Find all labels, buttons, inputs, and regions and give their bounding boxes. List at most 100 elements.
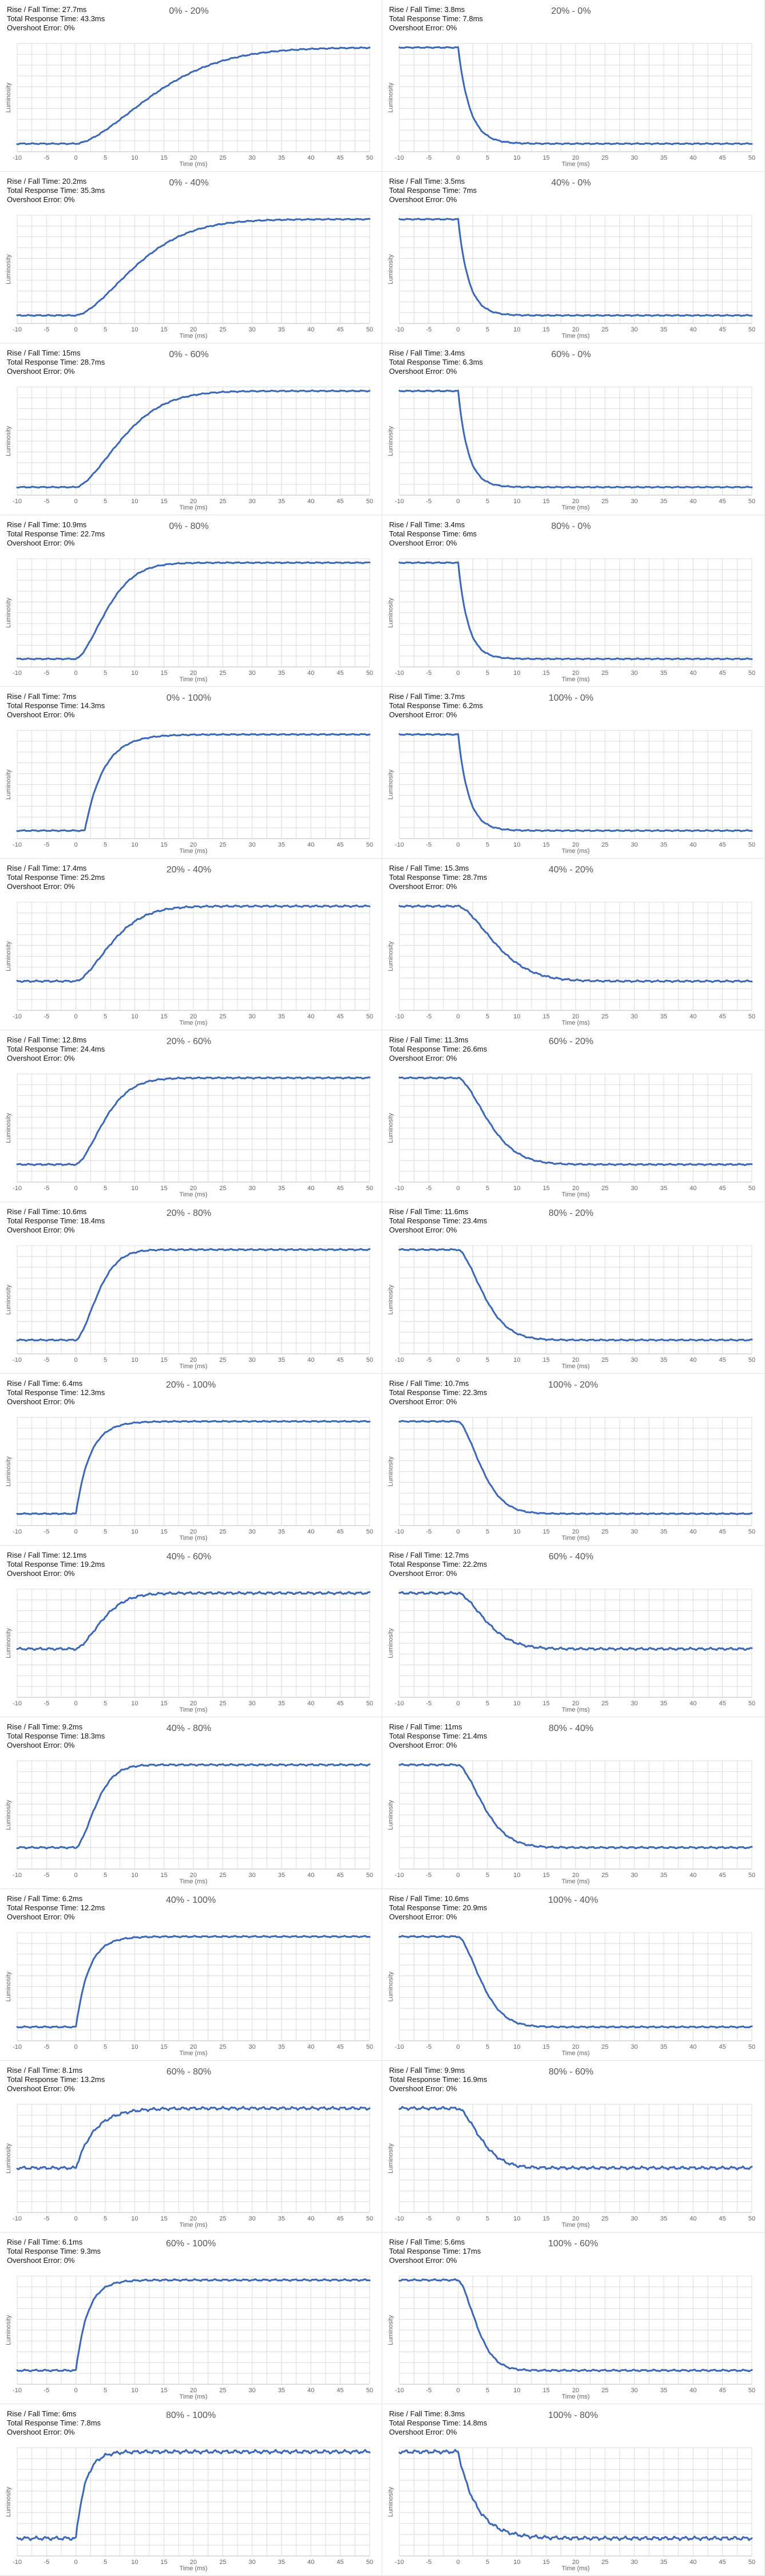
- x-tick-label: 25: [219, 1700, 226, 1707]
- x-tick-label: -5: [426, 841, 431, 848]
- stats-block: Rise / Fall Time: 15.3ms Total Response T…: [389, 864, 487, 891]
- x-tick-label: 40: [307, 2215, 314, 2222]
- x-tick-label: 45: [719, 1872, 726, 1879]
- luminosity-series-line: [398, 2278, 753, 2373]
- x-tick-label: -10: [395, 2215, 404, 2222]
- stats-block: Rise / Fall Time: 3.5ms Total Response Ti…: [389, 177, 477, 204]
- x-tick-label: -5: [426, 1013, 431, 1020]
- luminosity-series-line: [398, 46, 753, 145]
- line-chart: -10 -5 0 5 10 15 20 25 30 35 40 45 50 Time (ms) Lumino…: [387, 2447, 755, 2572]
- total-response-time-text: Total Response Time: 22.3ms: [389, 1388, 487, 1397]
- overshoot-error-text: Overshoot Error: 0%: [389, 1913, 457, 1921]
- x-tick-label: 35: [660, 1013, 667, 1020]
- rise-fall-time-text: Rise / Fall Time: 9.2ms: [7, 1722, 83, 1731]
- x-axis-label: Time (ms): [179, 1020, 207, 1026]
- x-tick-label: 50: [748, 841, 755, 848]
- x-tick-label: 35: [660, 1872, 667, 1879]
- x-tick-label: 45: [337, 155, 344, 161]
- chart-title: 20% - 40%: [166, 865, 212, 875]
- x-tick-label: 20: [572, 155, 579, 161]
- x-tick-label: 5: [486, 1700, 489, 1707]
- luminosity-series-line: [398, 1248, 753, 1342]
- x-tick-label: 20: [572, 498, 579, 505]
- x-tick-label: 5: [486, 2215, 489, 2222]
- chart-panel: Rise / Fall Time: 6ms Total Response Time…: [0, 2404, 382, 2576]
- rise-fall-time-text: Rise / Fall Time: 10.7ms: [389, 1379, 469, 1388]
- rise-fall-time-text: Rise / Fall Time: 10.6ms: [389, 1894, 469, 1903]
- x-tick-label: 30: [631, 1528, 638, 1535]
- x-tick-label: 25: [219, 326, 226, 333]
- x-tick-label: 45: [719, 841, 726, 848]
- chart-title: 100% - 60%: [548, 2239, 598, 2249]
- x-tick-label: 25: [219, 155, 226, 161]
- total-response-time-text: Total Response Time: 23.4ms: [389, 1216, 487, 1225]
- x-tick-label: 20: [190, 1185, 197, 1192]
- x-tick-label: -10: [13, 1013, 22, 1020]
- chart-panel: Rise / Fall Time: 10.7ms Total Response T…: [382, 1374, 765, 1546]
- x-tick-label: 35: [660, 2215, 667, 2222]
- rise-fall-time-text: Rise / Fall Time: 6.2ms: [7, 1894, 83, 1903]
- x-tick-label: 40: [307, 1528, 314, 1535]
- x-tick-label: -10: [395, 155, 404, 161]
- x-tick-label: 40: [689, 2387, 696, 2394]
- x-axis-label: Time (ms): [179, 848, 207, 855]
- x-tick-label: -5: [43, 1528, 49, 1535]
- x-tick-label: 45: [719, 1185, 726, 1192]
- luminosity-series-line: [398, 2105, 753, 2171]
- luminosity-series-line: [16, 2449, 371, 2541]
- total-response-time-text: Total Response Time: 21.4ms: [389, 1732, 487, 1740]
- x-tick-label: 10: [513, 2215, 520, 2222]
- chart-panel: Rise / Fall Time: 3.7ms Total Response Ti…: [382, 687, 765, 859]
- x-axis-label: Time (ms): [561, 333, 589, 339]
- stats-block: Rise / Fall Time: 11ms Total Response Tim…: [389, 1722, 487, 1750]
- rise-fall-time-text: Rise / Fall Time: 6.1ms: [7, 2238, 83, 2246]
- x-tick-label: -5: [426, 2044, 431, 2050]
- line-chart: -10 -5 0 5 10 15 20 25 30 35 40 45 50 Time (ms) Lumino…: [5, 1760, 373, 1885]
- chart-title: 40% - 100%: [166, 1895, 216, 1905]
- x-tick-label: 40: [689, 670, 696, 677]
- x-tick-label: -5: [43, 498, 49, 505]
- x-tick-label: -10: [395, 1357, 404, 1364]
- x-tick-label: 5: [104, 2559, 107, 2566]
- chart-panel: Rise / Fall Time: 3.8ms Total Response Ti…: [382, 0, 765, 172]
- line-chart: -10 -5 0 5 10 15 20 25 30 35 40 45 50 Time (ms) Lumino…: [5, 1417, 373, 1542]
- x-tick-label: 0: [74, 670, 78, 677]
- x-tick-label: 10: [131, 326, 138, 333]
- x-axis-label: Time (ms): [561, 848, 589, 855]
- line-chart: -10 -5 0 5 10 15 20 25 30 35 40 45 50 Time (ms) Lumino…: [5, 2104, 373, 2229]
- x-tick-label: 0: [74, 1528, 78, 1535]
- x-tick-label: 50: [366, 1700, 373, 1707]
- overshoot-error-text: Overshoot Error: 0%: [7, 539, 75, 547]
- rise-fall-time-text: Rise / Fall Time: 10.6ms: [7, 1207, 87, 1216]
- x-tick-label: 30: [631, 326, 638, 333]
- total-response-time-text: Total Response Time: 28.7ms: [7, 358, 105, 366]
- overshoot-error-text: Overshoot Error: 0%: [7, 1226, 75, 1234]
- stats-block: Rise / Fall Time: 11.3ms Total Response T…: [389, 1036, 487, 1063]
- overshoot-error-text: Overshoot Error: 0%: [7, 1913, 75, 1921]
- line-chart: -10 -5 0 5 10 15 20 25 30 35 40 45 50 Time (ms) Lumino…: [387, 1760, 755, 1885]
- overshoot-error-text: Overshoot Error: 0%: [389, 367, 457, 376]
- line-chart: -10 -5 0 5 10 15 20 25 30 35 40 45 50 Time (ms) Lumino…: [5, 730, 373, 855]
- x-tick-label: 50: [366, 498, 373, 505]
- x-tick-label: 50: [748, 1357, 755, 1364]
- x-tick-label: 20: [190, 326, 197, 333]
- x-tick-label: -5: [426, 326, 431, 333]
- x-tick-label: 35: [278, 326, 285, 333]
- x-tick-label: -10: [395, 2044, 404, 2050]
- x-tick-label: 20: [190, 155, 197, 161]
- line-chart: -10 -5 0 5 10 15 20 25 30 35 40 45 50 Time (ms) Lumino…: [387, 2104, 755, 2229]
- x-tick-label: 5: [486, 1185, 489, 1192]
- x-tick-label: -5: [43, 670, 49, 677]
- overshoot-error-text: Overshoot Error: 0%: [7, 1569, 75, 1578]
- stats-block: Rise / Fall Time: 10.6ms Total Response T…: [7, 1207, 105, 1235]
- x-tick-label: 25: [219, 1185, 226, 1192]
- stats-block: Rise / Fall Time: 10.7ms Total Response T…: [389, 1379, 487, 1406]
- overshoot-error-text: Overshoot Error: 0%: [389, 1569, 457, 1578]
- x-tick-label: 15: [161, 1700, 168, 1707]
- x-tick-label: 5: [486, 2044, 489, 2050]
- x-tick-label: 15: [161, 1872, 168, 1879]
- total-response-time-text: Total Response Time: 35.3ms: [7, 186, 105, 195]
- y-axis-label: Luminosity: [387, 769, 394, 800]
- overshoot-error-text: Overshoot Error: 0%: [7, 195, 75, 204]
